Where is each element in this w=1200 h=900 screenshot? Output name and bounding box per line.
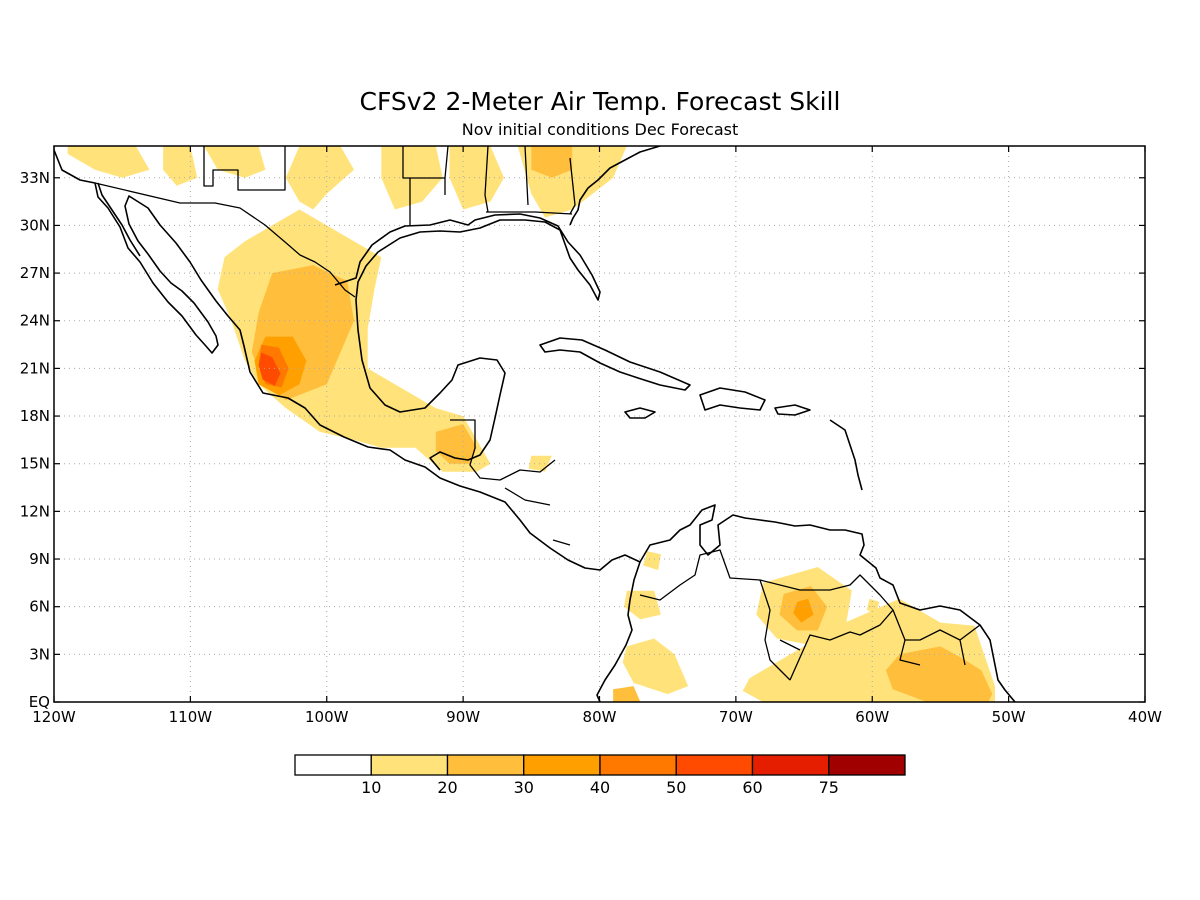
- lon-tick-label: 110W: [169, 708, 213, 726]
- hispaniola-outline: [699, 387, 766, 411]
- puerto-rico-outline: [774, 404, 811, 416]
- colorbar-label: 75: [819, 778, 839, 797]
- colorbar-label: 60: [742, 778, 762, 797]
- skill-region-12: [258, 352, 281, 386]
- lat-tick-label: 30N: [20, 216, 50, 234]
- colorbar-swatch-4: [599, 754, 677, 776]
- colorbar-label: 50: [666, 778, 686, 797]
- lon-tick-label: 100W: [305, 708, 349, 726]
- lat-tick-label: 18N: [20, 407, 50, 425]
- coastline-gulf-of-mexico: [334, 213, 601, 471]
- lesser-antilles: [829, 419, 863, 491]
- border-south-america: [639, 549, 981, 681]
- skill-region-24: [866, 598, 880, 615]
- colorbar-label: 20: [437, 778, 457, 797]
- lon-tick-label: 40W: [1128, 708, 1162, 726]
- lon-tick-label: 50W: [992, 708, 1026, 726]
- lon-tick-label: 70W: [719, 708, 753, 726]
- political-borders: [94, 146, 981, 681]
- colorbar-swatch-3: [523, 754, 601, 776]
- lat-tick-label: 24N: [20, 312, 50, 330]
- coastline-north-central-america: [54, 149, 1016, 702]
- skill-region-23: [885, 646, 993, 702]
- skill-region-15: [643, 551, 661, 571]
- lat-tick-label: 3N: [29, 645, 50, 663]
- skill-region-17: [622, 638, 689, 695]
- coastlines: [54, 146, 1016, 702]
- colorbar-swatch-7: [828, 754, 906, 776]
- skill-region-1: [163, 146, 198, 186]
- colorbar-swatch-0: [294, 754, 372, 776]
- lat-tick-label: 6N: [29, 598, 50, 616]
- jamaica-outline: [624, 407, 656, 419]
- lat-tick-label: 15N: [20, 455, 50, 473]
- cuba-outline: [539, 337, 691, 391]
- baja-california-outline: [97, 182, 141, 257]
- skill-region-18: [613, 686, 641, 702]
- page-subtitle: Nov initial conditions Dec Forecast: [462, 120, 739, 139]
- lat-tick-label: 21N: [20, 359, 50, 377]
- lon-tick-label: 90W: [446, 708, 480, 726]
- colorbar-swatch-1: [370, 754, 449, 776]
- coastline-us-atlantic: [569, 146, 661, 226]
- colorbar-label: 10: [361, 778, 381, 797]
- colorbar-swatch-5: [675, 754, 754, 776]
- colorbar-swatch-6: [751, 754, 830, 776]
- colorbar-label: 30: [514, 778, 534, 797]
- lat-tick-label: 27N: [20, 264, 50, 282]
- axis-ticks: 120W 110W 100W 90W 80W 70W 60W 50W 40W EQ 3N 6N 9N 12…: [20, 146, 1162, 726]
- lon-tick-label: 120W: [32, 708, 76, 726]
- lon-tick-label: 80W: [583, 708, 617, 726]
- border-us-states: [203, 146, 576, 225]
- colorbar-label: 40: [590, 778, 610, 797]
- colorbar-swatch-2: [446, 754, 525, 776]
- coastline-south-america-pacific: [596, 561, 641, 702]
- lat-tick-label: 12N: [20, 502, 50, 520]
- border-us-mexico: [94, 182, 356, 298]
- page-title: CFSv2 2-Meter Air Temp. Forecast Skill: [360, 87, 841, 116]
- lon-tick-label: 60W: [855, 708, 889, 726]
- skill-region-0: [67, 146, 150, 178]
- skill-region-21: [793, 598, 814, 623]
- skill-region-7: [531, 146, 573, 178]
- map-area: [54, 146, 1145, 702]
- lat-tick-label: 33N: [20, 169, 50, 187]
- border-central-america: [450, 419, 571, 546]
- colorbar-legend: 10 20 30 40 50 60 75: [294, 754, 906, 797]
- lat-tick-label: 9N: [29, 550, 50, 568]
- lat-tick-label: EQ: [29, 693, 50, 711]
